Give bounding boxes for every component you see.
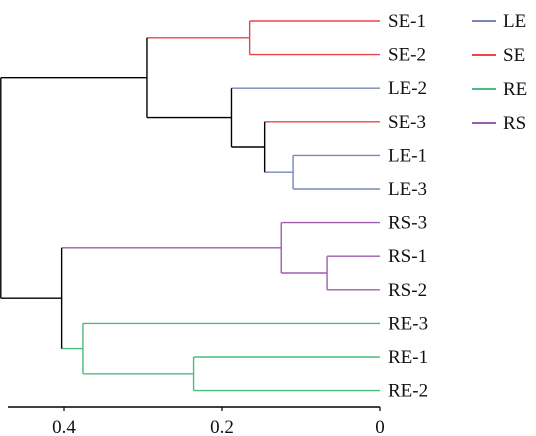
leaf-label-re-3: RE-3	[388, 313, 428, 334]
leaf-labels: SE-1 SE-2 LE-2 SE-3 LE-1 LE-3 RS-3 RS-1 RS-2 RE-3…	[388, 11, 428, 402]
leaf-label-re-2: RE-2	[388, 381, 428, 402]
leaf-label-se-1: SE-1	[388, 11, 426, 32]
leaf-label-se-3: SE-3	[388, 112, 426, 133]
x-tick-label: 0.4	[52, 417, 76, 436]
leaf-label-rs-1: RS-1	[388, 246, 427, 267]
x-tick-label: 0	[375, 417, 385, 436]
leaf-label-le-3: LE-3	[388, 179, 427, 200]
legend-label-rs: RS	[503, 113, 526, 134]
legend-label-le: LE	[503, 11, 526, 32]
leaf-label-le-2: LE-2	[388, 78, 427, 99]
leaf-label-le-1: LE-1	[388, 145, 427, 166]
legend: LE SE RE RS	[472, 11, 527, 134]
x-tick-label: 0.2	[210, 417, 234, 436]
legend-label-re: RE	[503, 79, 527, 100]
leaf-label-rs-3: RS-3	[388, 213, 427, 234]
legend-label-se: SE	[503, 45, 525, 66]
leaf-label-se-2: SE-2	[388, 45, 426, 66]
dendrogram-links	[0, 20, 380, 392]
x-axis: 0.4 0.2 0	[8, 406, 385, 436]
leaf-label-rs-2: RS-2	[388, 280, 427, 301]
leaf-label-re-1: RE-1	[388, 347, 428, 368]
